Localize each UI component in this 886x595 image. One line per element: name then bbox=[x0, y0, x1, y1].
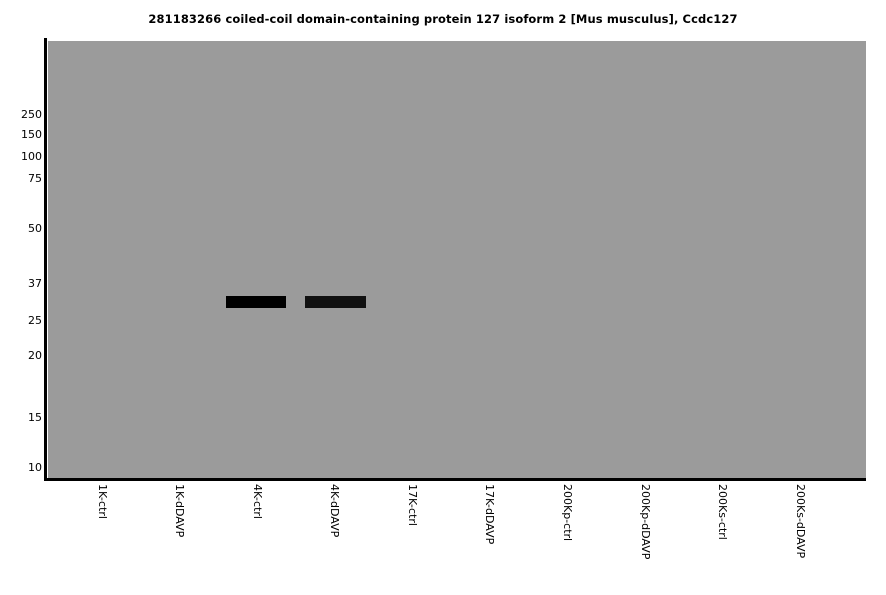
blot-band bbox=[226, 296, 286, 308]
y-axis-tick-label: 50 bbox=[28, 222, 42, 235]
x-axis-tick-label: 200Kp-ctrl bbox=[561, 484, 574, 542]
y-axis-tick-label: 10 bbox=[28, 461, 42, 474]
x-axis-tick-label: 200Ks-ctrl bbox=[716, 484, 729, 540]
y-axis-tick-label: 37 bbox=[28, 277, 42, 290]
x-axis-tick-label: 200Kp-dDAVP bbox=[639, 484, 652, 560]
x-axis-tick-label: 1K-ctrl bbox=[96, 484, 109, 519]
x-axis-tick-label: 4K-dDAVP bbox=[328, 484, 341, 538]
y-axis-tick-label: 100 bbox=[21, 150, 42, 163]
y-axis-tick-label: 75 bbox=[28, 172, 42, 185]
y-axis-tick-labels: 250 150 100 75 50 37 25 20 15 10 bbox=[0, 0, 42, 595]
y-axis-tick-label: 250 bbox=[21, 108, 42, 121]
blot-band bbox=[305, 296, 366, 308]
blot-panel bbox=[48, 41, 866, 478]
x-axis-tick-label: 17K-dDAVP bbox=[483, 484, 496, 545]
x-axis-tick-label: 1K-dDAVP bbox=[173, 484, 186, 538]
x-axis-tick-label: 17K-ctrl bbox=[406, 484, 419, 526]
y-axis-tick-label: 25 bbox=[28, 314, 42, 327]
y-axis-tick-label: 150 bbox=[21, 128, 42, 141]
page-title: 281183266 coiled-coil domain-containing … bbox=[148, 12, 738, 26]
y-axis-line bbox=[44, 38, 47, 478]
y-axis-tick-label: 20 bbox=[28, 349, 42, 362]
x-axis-line bbox=[44, 478, 866, 481]
y-axis-tick-label: 15 bbox=[28, 411, 42, 424]
x-axis-tick-label: 4K-ctrl bbox=[251, 484, 264, 519]
x-axis-tick-label: 200Ks-dDAVP bbox=[794, 484, 807, 559]
